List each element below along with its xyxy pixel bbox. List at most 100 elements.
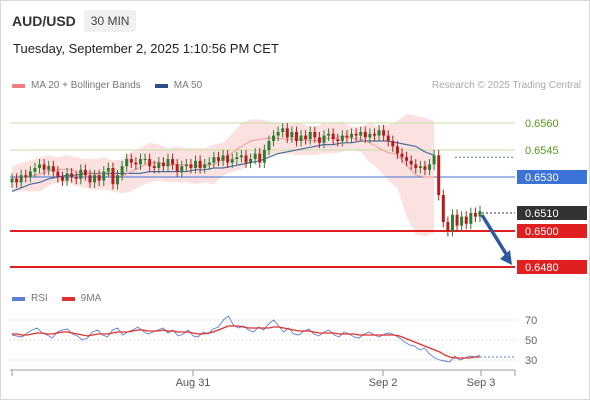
candle-body <box>336 139 340 141</box>
candle-body <box>102 171 106 181</box>
candle-body <box>47 166 51 170</box>
candle-body <box>354 133 358 136</box>
candle-body <box>212 157 216 163</box>
candle-body <box>276 132 280 136</box>
candle-body <box>340 135 344 141</box>
candle-body <box>120 166 124 176</box>
candle-body <box>65 173 69 181</box>
level-label-0.6530: 0.6530 <box>525 172 559 184</box>
candle-body <box>93 175 97 183</box>
9ma-swatch <box>61 296 75 301</box>
candle-body <box>10 178 14 183</box>
candle-body <box>111 168 115 185</box>
candle-body <box>368 133 372 138</box>
candle-body <box>28 171 32 177</box>
candle-body <box>446 222 450 231</box>
candle-body <box>166 159 170 167</box>
candle-body <box>382 130 386 136</box>
level-tag-0.6530 <box>517 170 587 184</box>
candle-body <box>24 175 28 177</box>
copyright-note: Research © 2025 Trading Central <box>431 80 581 91</box>
level-tag-0.6480 <box>517 260 587 274</box>
candle-body <box>317 137 321 143</box>
symbol-label: AUD/USD <box>12 13 76 29</box>
candle-body <box>33 168 37 172</box>
candle-body <box>409 160 413 165</box>
candle-body <box>423 166 427 170</box>
candle-body <box>235 157 239 159</box>
candle-body <box>281 128 285 132</box>
candle-body <box>253 153 257 159</box>
candle-body <box>51 166 55 172</box>
candle-body <box>79 169 83 179</box>
candle-body <box>129 159 133 163</box>
candle-body <box>138 159 142 165</box>
level-tag-0.6510 <box>517 206 587 220</box>
candle-body <box>327 133 331 136</box>
candle-body <box>189 164 193 168</box>
candle-body <box>19 175 23 183</box>
candle-body <box>272 135 276 141</box>
candle-body <box>226 155 230 163</box>
candle-body <box>161 162 165 167</box>
rsi-series-9MA <box>12 325 480 359</box>
level-label-0.6480: 0.6480 <box>525 262 559 274</box>
candle-body <box>152 166 156 168</box>
candle-body <box>239 155 243 158</box>
legend-label-9ma: 9MA <box>80 293 102 304</box>
candle-body <box>432 155 436 165</box>
price-legend: MA 20 + Bollinger Bands MA 50 <box>12 80 216 91</box>
candle-body <box>97 175 101 181</box>
candle-body <box>414 164 418 168</box>
candle-body <box>216 157 220 161</box>
level-tag-0.6500 <box>517 224 587 238</box>
candle-body <box>308 132 312 140</box>
candle-body <box>322 135 326 143</box>
candle-body <box>386 135 390 141</box>
candle-body <box>148 159 152 167</box>
candle-body <box>249 159 253 163</box>
candle-body <box>294 132 298 141</box>
legend-label-ma50: MA 50 <box>173 80 203 91</box>
rsi-tick-30: 30 <box>525 355 537 367</box>
level-label-0.6500: 0.6500 <box>525 226 559 238</box>
timestamp: Tuesday, September 2, 2025 1:10:56 PM CE… <box>13 41 279 56</box>
timeframe-badge[interactable]: 30 MIN <box>83 10 137 32</box>
candle-body <box>194 160 198 168</box>
candle-body <box>125 159 129 167</box>
candle-body <box>350 133 354 138</box>
rsi-legend: RSI 9MA <box>12 293 115 304</box>
rsi-swatch <box>12 296 25 301</box>
x-tick-label: Sep 3 <box>467 377 496 389</box>
candle-body <box>285 128 289 138</box>
candle-body <box>38 164 42 168</box>
rsi-tick-50: 50 <box>525 335 537 347</box>
candle-body <box>478 211 482 217</box>
legend-label-rsi: RSI <box>31 293 48 304</box>
candle-body <box>395 146 399 154</box>
candle-body <box>88 175 92 183</box>
candle-body <box>372 133 376 136</box>
candle-body <box>180 166 184 172</box>
candle-body <box>455 214 459 226</box>
candle-body <box>230 159 234 163</box>
candle-body <box>207 162 211 165</box>
candle-body <box>15 178 19 183</box>
candle-body <box>400 153 404 158</box>
candle-body <box>116 175 120 185</box>
candle-body <box>171 159 175 165</box>
candle-body <box>437 155 441 195</box>
candle-body <box>157 162 161 168</box>
level-label-0.6560: 0.6560 <box>525 118 559 130</box>
candle-body <box>203 164 207 168</box>
candle-body <box>405 157 409 161</box>
candle-body <box>290 132 294 138</box>
ma20-swatch <box>12 83 25 88</box>
candle-body <box>391 141 395 147</box>
candle-body <box>244 155 248 163</box>
candle-body <box>464 216 468 224</box>
candle-body <box>418 166 422 168</box>
candle-body <box>143 159 147 160</box>
ma50-swatch <box>154 83 168 88</box>
candle-body <box>345 135 349 138</box>
